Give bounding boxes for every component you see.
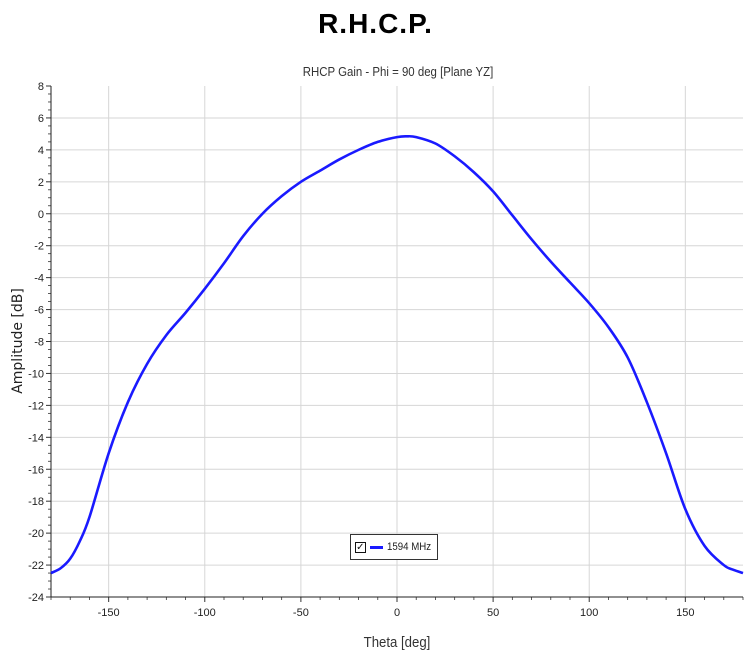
- axis-ticks: 8 6 4 2 0 -2 -4 -6 -8 -10 -12 -14 -16 -18 -20 -22 -24 -15…: [28, 81, 744, 619]
- y-tick-label: 6: [38, 113, 44, 125]
- series-layer: [50, 134, 744, 575]
- y-tick-label: -10: [28, 368, 44, 380]
- x-tick-label: 0: [394, 607, 400, 619]
- grid-lines: [51, 86, 743, 597]
- y-tick-label: -12: [28, 400, 44, 412]
- y-axis-label: Amplitude [dB]: [10, 288, 26, 394]
- y-tick-label: 0: [38, 209, 44, 221]
- y-tick-label: 2: [38, 177, 44, 189]
- y-tick-label: -14: [28, 432, 44, 444]
- y-tick-label: -6: [34, 305, 44, 317]
- x-tick-label: -50: [293, 607, 309, 619]
- y-tick-label: -20: [28, 528, 44, 540]
- y-tick-label: -18: [28, 496, 44, 508]
- legend-checkbox[interactable]: ✓: [355, 541, 366, 553]
- legend-label: 1594 MHz: [386, 541, 431, 553]
- x-tick-label: 50: [487, 607, 499, 619]
- y-tick-label: -16: [28, 464, 44, 476]
- x-tick-label: -100: [194, 607, 216, 619]
- y-tick-label: -2: [34, 241, 44, 253]
- x-tick-label: 100: [580, 607, 598, 619]
- page-heading: R.H.C.P.: [318, 8, 433, 39]
- x-axis-label: Theta [deg]: [364, 633, 431, 650]
- y-tick-label: -24: [28, 592, 44, 604]
- y-tick-label: 4: [38, 145, 44, 157]
- y-tick-label: -8: [34, 337, 44, 349]
- x-tick-label: 150: [676, 607, 694, 619]
- legend: ✓ 1594 MHz: [350, 534, 438, 560]
- legend-swatch: [369, 545, 383, 549]
- y-tick-label: -22: [28, 560, 44, 572]
- series-line-1594-mhz: [50, 134, 744, 575]
- y-tick-label: 8: [38, 81, 44, 93]
- chart-title: RHCP Gain - Phi = 90 deg [Plane YZ]: [303, 64, 494, 79]
- x-tick-label: -150: [98, 607, 120, 619]
- y-tick-label: -4: [34, 273, 44, 285]
